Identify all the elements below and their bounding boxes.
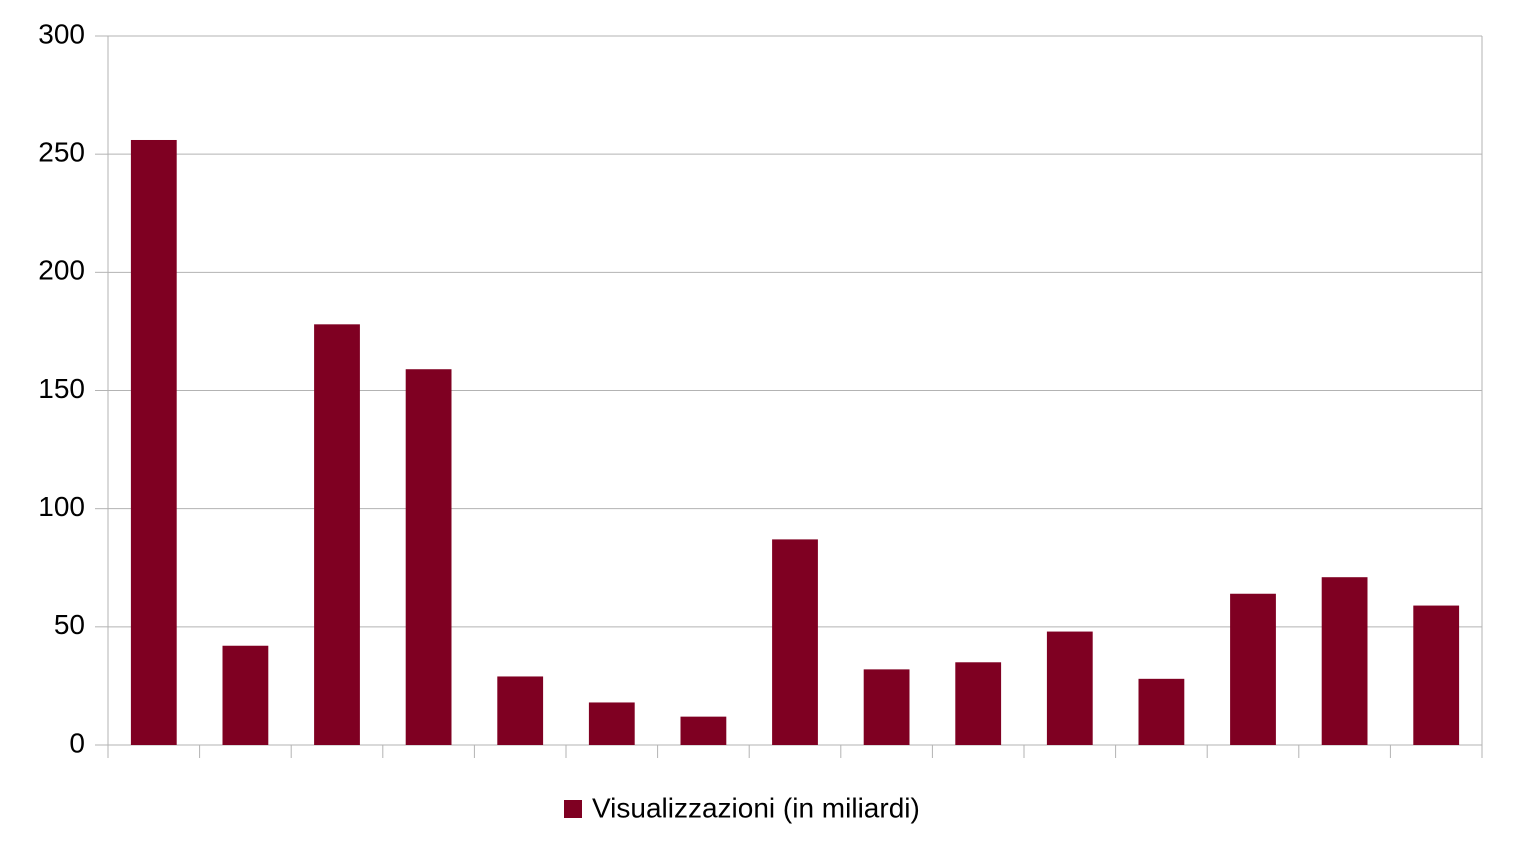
- y-tick-label: 250: [38, 137, 85, 168]
- bar: [314, 324, 360, 745]
- bar: [1230, 593, 1276, 745]
- bar: [1046, 631, 1093, 745]
- y-tick-label: 200: [38, 255, 85, 286]
- bar: [405, 369, 452, 745]
- y-tick-label: 0: [69, 727, 85, 758]
- y-tick-label: 150: [38, 373, 85, 404]
- bar: [222, 645, 269, 745]
- bar: [497, 676, 544, 745]
- bar: [588, 702, 635, 745]
- bar: [1413, 605, 1460, 745]
- legend-swatch: [564, 800, 582, 818]
- bar: [130, 139, 177, 745]
- bar: [955, 662, 1002, 745]
- y-tick-label: 50: [54, 609, 85, 640]
- y-tick-label: 300: [38, 18, 85, 49]
- bar: [863, 669, 910, 745]
- bar: [772, 539, 818, 745]
- bar: [1321, 577, 1368, 745]
- bar: [680, 716, 727, 745]
- legend-label: Visualizzazioni (in miliardi): [592, 792, 920, 823]
- y-tick-label: 100: [38, 491, 85, 522]
- bar: [1138, 678, 1185, 745]
